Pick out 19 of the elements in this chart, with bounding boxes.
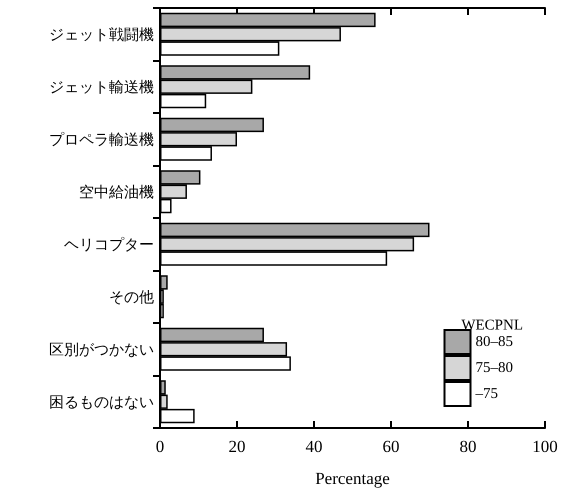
x-tick-label: 20 xyxy=(228,437,246,456)
x-tick-label: 60 xyxy=(382,437,400,456)
x-tick-label: 100 xyxy=(532,437,558,456)
x-tick-label: 80 xyxy=(460,437,476,456)
x-tick-label: 0 xyxy=(156,437,164,456)
y-tick-label: その他 xyxy=(109,288,154,306)
y-tick-label: 困るものはない xyxy=(49,392,154,411)
y-tick-label: ヘリコプター xyxy=(64,235,154,254)
y-tick-label: プロペラ輸送機 xyxy=(49,130,154,148)
y-tick-label: 区別がつかない xyxy=(49,340,154,358)
y-tick-label: ジェット戦闘機 xyxy=(49,25,154,44)
legend-label: –75 xyxy=(474,386,498,402)
x-axis-title: Percentage xyxy=(315,469,390,488)
legend-title: WECPNL xyxy=(461,318,524,334)
y-tick-label: ジェット輸送機 xyxy=(49,78,154,96)
y-tick-label: 空中給油機 xyxy=(79,182,154,201)
legend-label: 80–85 xyxy=(476,334,513,350)
x-tick-label: 40 xyxy=(306,437,322,456)
legend-label: 75–80 xyxy=(476,360,513,376)
